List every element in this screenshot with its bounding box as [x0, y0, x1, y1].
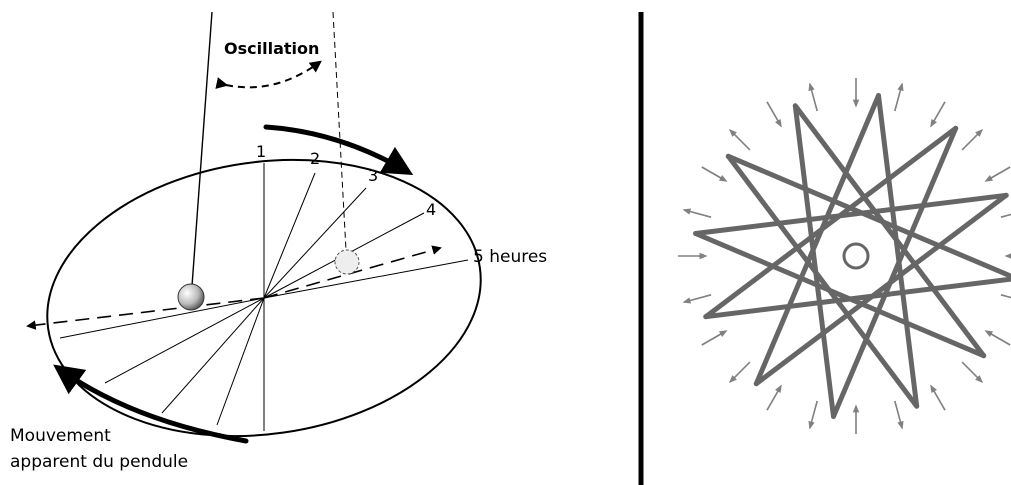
- rosette-line: [792, 103, 836, 419]
- rosette-line: [876, 93, 920, 409]
- rosette-center-circle: [842, 242, 870, 270]
- rosette-star-lines: [693, 93, 1011, 419]
- rosette-line: [831, 125, 959, 419]
- rosette-arrow: [984, 166, 1011, 182]
- oscillation-arrow: [215, 60, 322, 89]
- rosette-diagram: [678, 78, 1011, 434]
- pendulum-ghost-string: [332, 11, 347, 251]
- hour-3-label: 3: [368, 166, 378, 185]
- rosette-arrow: [728, 361, 751, 384]
- hour-5-label: 5 heures: [473, 247, 547, 267]
- rosette-line: [703, 276, 1011, 320]
- rosette-arrow: [808, 400, 818, 430]
- swing-plane-lines: [59, 163, 469, 431]
- rosette-line: [703, 125, 959, 320]
- rosette-arrow: [961, 361, 984, 384]
- rosette-arrow: [808, 82, 818, 112]
- rosette-arrow: [984, 330, 1011, 346]
- hour-4-label: 4: [426, 200, 436, 219]
- oscillation-axis-dashed: [26, 297, 265, 330]
- pendulum-diagram: Oscillation 1 2 3 4 5 heures Mouvement a…: [10, 11, 547, 472]
- rosette-line: [753, 93, 881, 387]
- oscillation-axis-dashed-right: [263, 245, 442, 299]
- rosette-arrow: [930, 101, 946, 128]
- rosette-line: [693, 231, 987, 359]
- movement-label-line1: Mouvement: [10, 426, 111, 446]
- rosette-arrow: [682, 208, 712, 218]
- rosette-arrow: [930, 384, 946, 411]
- pendulum-ghost-bob: [334, 249, 360, 275]
- rosette-arrow: [728, 128, 751, 151]
- rosette-line: [725, 153, 920, 409]
- rosette-line: [792, 103, 987, 359]
- rosette-arrow: [1000, 213, 1011, 218]
- hour-2-label: 2: [310, 149, 320, 168]
- rosette-arrow: [766, 384, 782, 411]
- floor-ellipse: [46, 158, 482, 438]
- rosette-line: [725, 153, 1011, 279]
- rosette-arrow: [961, 128, 984, 151]
- pendulum-bob: [177, 283, 205, 311]
- pendulum-string: [191, 11, 213, 287]
- rotation-arrow-top: [263, 124, 414, 176]
- rosette-arrows: [678, 78, 1011, 434]
- rosette-arrow: [682, 294, 712, 304]
- rosette-line: [753, 192, 1009, 387]
- rosette-arrow: [701, 166, 728, 182]
- rosette-arrow: [894, 82, 904, 112]
- oscillation-label: Oscillation: [224, 39, 319, 58]
- rosette-arrow: [894, 400, 904, 430]
- rosette-arrow: [1000, 294, 1011, 299]
- hour-1-label: 1: [256, 142, 266, 161]
- rotation-arrow-bottom: [53, 364, 249, 444]
- rosette-arrow: [701, 330, 728, 346]
- rosette-arrow: [766, 101, 782, 128]
- movement-label-line2: apparent du pendule: [10, 452, 188, 472]
- rosette-line: [693, 192, 1009, 236]
